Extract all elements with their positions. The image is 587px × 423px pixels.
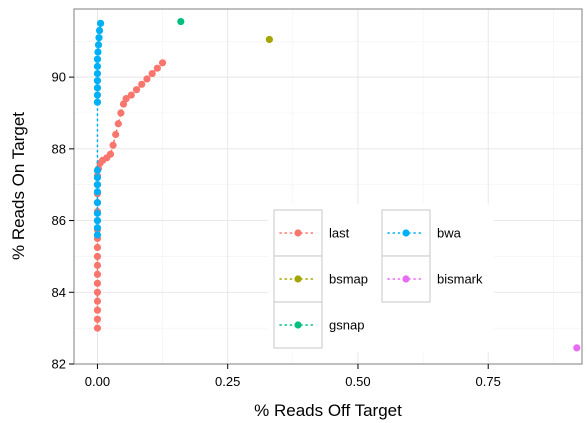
data-point-last [93,261,102,269]
data-point-bwa [93,91,102,99]
data-point-bwa [93,188,102,196]
y-tick-label: 88 [52,141,66,156]
x-tick-label: 0.25 [215,374,240,389]
data-point-bwa [95,34,103,42]
legend-key-point [294,229,302,237]
legend-key-point [402,275,410,283]
data-point-last [122,95,130,103]
data-point-last [112,130,120,139]
data-point-bwa [93,181,102,189]
x-tick-label: 0.50 [345,374,370,389]
data-point-last [127,91,135,99]
data-point-last [153,64,161,72]
data-point-last [119,100,128,108]
data-point-last [114,120,122,128]
data-point-last [93,288,102,296]
series-bismark [573,344,581,352]
data-point-last [93,279,102,287]
data-point-last [132,86,141,94]
legend-item-bismark: bismark [381,255,483,303]
legend-item-bsmap: bsmap [273,255,368,303]
data-point-last [93,315,102,323]
data-point-bwa [94,41,103,49]
x-axis-label: % Reads Off Target [254,401,402,420]
data-point-bwa [93,77,102,85]
legend-label: bismark [437,272,483,287]
data-point-last [93,270,102,278]
legend-label: last [329,226,350,241]
data-point-last [138,80,146,88]
series-bwa [93,19,105,239]
series-layer [93,17,581,352]
legend-item-gsnap: gsnap [273,301,364,349]
data-point-last [93,252,102,261]
legend-label: bsmap [329,272,368,287]
legend-key-point [402,229,410,237]
y-tick-label: 86 [52,213,66,228]
data-point-bwa [93,98,102,106]
legend-key-point [294,321,302,329]
legend-label: gsnap [329,318,364,333]
panel-border [73,8,583,365]
data-point-bwa [93,166,102,174]
y-axis-label: % Reads On Target [9,112,28,260]
data-point-bwa [93,62,102,70]
data-point-last [93,297,102,305]
axes: 0.00 0.25 0.50 0.75 82 84 86 88 90 [52,70,501,389]
legend: last bwa bsmap bismark gsnap [268,204,494,352]
data-point-gsnap [177,17,185,26]
data-point-bwa [93,209,102,217]
series-bsmap [265,35,273,44]
y-tick-label: 82 [52,357,66,372]
data-point-bwa [93,224,102,232]
data-point-bwa [93,199,102,207]
legend-label: bwa [437,226,462,241]
series-gsnap [177,17,185,26]
data-point-bwa [93,231,102,239]
data-point-bwa [93,55,102,63]
data-point-last [148,69,156,78]
data-point-bismark [573,344,581,352]
data-point-last [93,306,102,314]
x-tick-label: 0.00 [85,374,110,389]
y-tick-label: 90 [52,70,66,85]
data-point-last [106,150,115,158]
data-point-bwa [93,173,102,182]
data-point-bwa [93,69,102,78]
data-point-last [109,141,117,149]
data-point-bwa [93,84,102,92]
data-point-last [158,59,167,67]
x-tick-label: 0.75 [476,374,501,389]
data-point-bsmap [265,35,273,44]
legend-item-last: last [273,209,350,257]
data-point-last [143,75,151,83]
data-point-last [93,243,102,252]
data-point-last [117,109,125,117]
legend-key-point [294,275,302,283]
data-point-last [93,324,102,332]
y-tick-label: 84 [52,285,66,300]
data-point-bwa [96,19,105,27]
data-point-bwa [94,48,102,56]
data-point-bwa [95,26,104,35]
data-point-bwa [93,216,102,225]
